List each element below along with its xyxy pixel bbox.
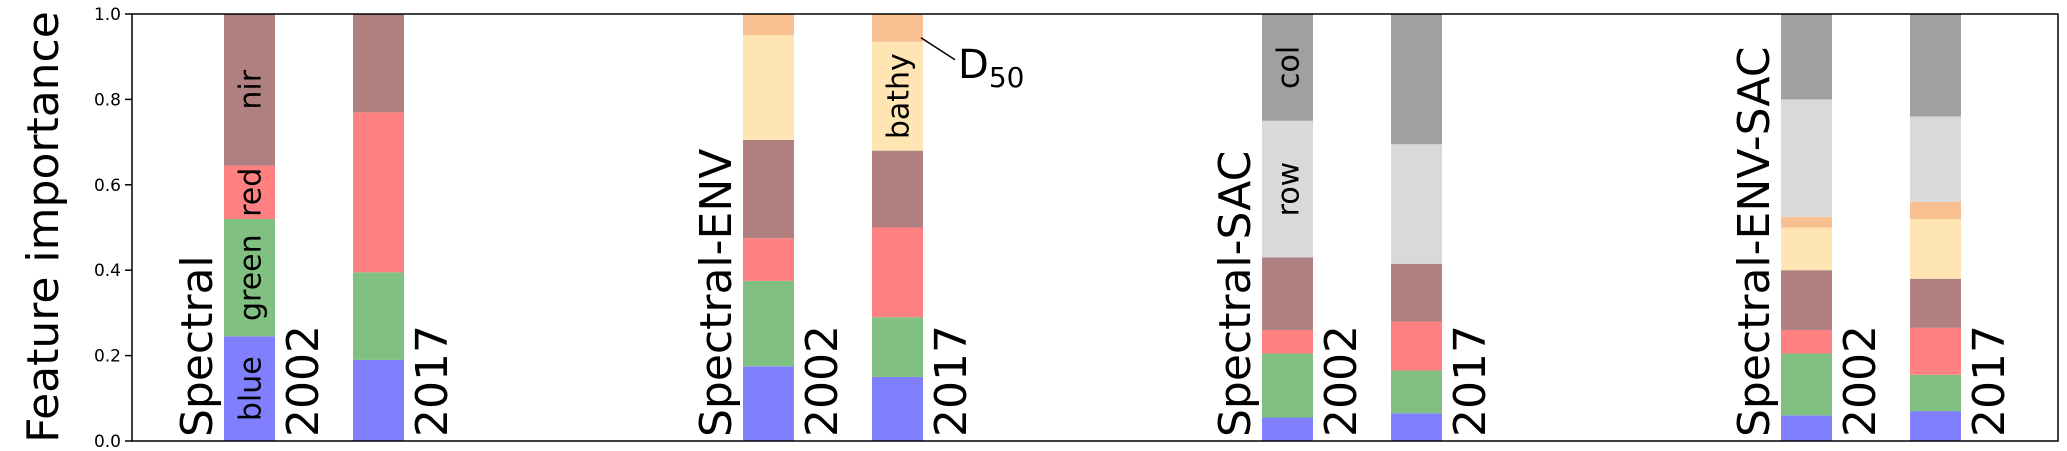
bar-segment-red bbox=[1781, 329, 1832, 354]
bar-segment-green bbox=[353, 272, 404, 360]
bar-segment-blue bbox=[1781, 415, 1832, 441]
feature-label-col: col bbox=[1272, 46, 1307, 89]
year-label: 2002 bbox=[1316, 325, 1367, 437]
bar-segment-red bbox=[1262, 329, 1313, 354]
bar-segment-nir bbox=[1910, 278, 1961, 328]
bar-segment-nir bbox=[743, 139, 794, 239]
bar-segment-nir bbox=[1262, 257, 1313, 330]
bar-segment-nir bbox=[353, 14, 404, 113]
bar-segment-col bbox=[1391, 14, 1442, 145]
bar-segment-blue bbox=[353, 359, 404, 441]
bar-segment-green bbox=[1262, 353, 1313, 418]
bar-segment-green bbox=[1391, 370, 1442, 414]
year-label: 2002 bbox=[278, 325, 329, 437]
bar-segment-nir bbox=[1781, 270, 1832, 330]
year-label: 2002 bbox=[1835, 325, 1886, 437]
bar-segment-blue bbox=[872, 376, 923, 441]
bar-segment-green bbox=[1781, 353, 1832, 416]
year-label: 2002 bbox=[797, 325, 848, 437]
feature-label-row: row bbox=[1272, 162, 1307, 217]
bar-segment-green bbox=[872, 317, 923, 377]
bar-segment-d50 bbox=[872, 14, 923, 42]
group-label: Spectral-ENV bbox=[691, 149, 742, 437]
year-label: 2017 bbox=[926, 325, 977, 437]
bar-segment-red bbox=[1391, 321, 1442, 371]
bar-segment-red bbox=[743, 238, 794, 281]
bar-segment-nir bbox=[872, 150, 923, 228]
year-label: 2017 bbox=[1964, 325, 2015, 437]
bar-segment-d50 bbox=[1781, 216, 1832, 228]
feature-label-green: green bbox=[234, 234, 269, 321]
y-tick-label: 1.0 bbox=[94, 5, 121, 25]
group-label: Spectral bbox=[172, 255, 223, 437]
feature-label-blue: blue bbox=[234, 356, 269, 421]
bar-segment-d50 bbox=[743, 14, 794, 36]
y-axis: 0.0 0.2 0.4 0.6 0.8 1.0 bbox=[94, 5, 132, 451]
bar-segment-green bbox=[743, 280, 794, 367]
bar-segment-row bbox=[1262, 120, 1313, 258]
group-label: Spectral-SAC bbox=[1210, 151, 1261, 437]
bar-segment-col bbox=[1781, 14, 1832, 100]
feature-label-bathy: bathy bbox=[882, 53, 917, 139]
feature-label-nir: nir bbox=[234, 69, 269, 109]
bar-segment-col bbox=[1262, 14, 1313, 121]
bar-segment-bathy bbox=[1781, 227, 1832, 271]
bars-layer bbox=[224, 14, 1961, 441]
d50-label: D50 bbox=[958, 42, 1024, 94]
y-tick-label: 0.4 bbox=[94, 261, 121, 281]
feature-label-red: red bbox=[234, 168, 269, 217]
bar-segment-row bbox=[1781, 99, 1832, 217]
group-label: Spectral-ENV-SAC bbox=[1729, 47, 1780, 437]
plot-frame bbox=[131, 13, 2059, 442]
bar-segment-blue bbox=[224, 336, 275, 441]
y-tick-label: 0.6 bbox=[94, 176, 121, 196]
bar-segment-red bbox=[1910, 327, 1961, 375]
bar-segment-green bbox=[1910, 374, 1961, 412]
d50-leader-line bbox=[920, 37, 956, 61]
bar-segment-red bbox=[224, 165, 275, 219]
bar-segment-bathy bbox=[743, 35, 794, 140]
bar-segment-d50 bbox=[1910, 201, 1961, 219]
labels-layer: 2002 2017 Spectral 2002 2017 Spectral-ENV 2002… bbox=[172, 37, 2015, 437]
bar-segment-red bbox=[872, 227, 923, 318]
y-tick-label: 0.0 bbox=[94, 432, 121, 451]
bar-segment-nir bbox=[1391, 263, 1442, 322]
bar-segment-blue bbox=[743, 366, 794, 441]
year-label: 2017 bbox=[407, 325, 458, 437]
bar-segment-blue bbox=[1910, 411, 1961, 441]
bar-segment-red bbox=[353, 112, 404, 273]
bar-segment-col bbox=[1910, 14, 1961, 117]
bar-segment-row bbox=[1910, 116, 1961, 202]
year-label: 2017 bbox=[1445, 325, 1496, 437]
bar-segment-bathy bbox=[1910, 218, 1961, 279]
bar-segment-green bbox=[224, 218, 275, 337]
bar-segment-nir bbox=[224, 14, 275, 166]
y-axis-label: Feature importance bbox=[18, 11, 69, 443]
bar-segment-blue bbox=[1262, 417, 1313, 441]
y-tick-label: 0.8 bbox=[94, 90, 121, 110]
bar-segment-row bbox=[1391, 144, 1442, 264]
bar-segment-bathy bbox=[872, 41, 923, 151]
y-tick-label: 0.2 bbox=[94, 347, 121, 367]
bar-segment-blue bbox=[1391, 413, 1442, 441]
